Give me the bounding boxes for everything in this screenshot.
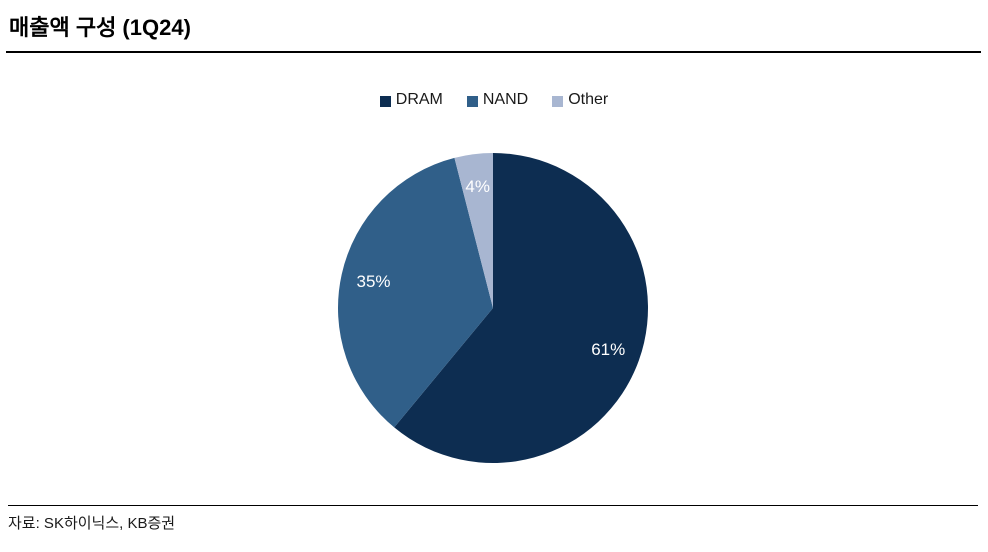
slice-label-other: 4% bbox=[465, 177, 490, 196]
pie-slice-other bbox=[454, 153, 493, 308]
legend-item-nand: NAND bbox=[466, 91, 529, 109]
legend-label-other: Other bbox=[568, 91, 609, 108]
title-divider bbox=[6, 51, 981, 53]
legend-swatch-nand-icon bbox=[466, 95, 478, 107]
legend-swatch-other-icon bbox=[552, 95, 564, 107]
pie-slice-nand bbox=[337, 157, 493, 428]
pie-chart: 61% 35% 4% bbox=[337, 153, 649, 463]
legend-item-dram: DRAM bbox=[379, 91, 443, 109]
footer-divider bbox=[8, 505, 978, 506]
pie-chart-area: 61% 35% 4% bbox=[323, 138, 663, 478]
slice-label-nand: 35% bbox=[356, 272, 390, 291]
legend-item-other: Other bbox=[552, 91, 608, 109]
legend-label-dram: DRAM bbox=[395, 91, 443, 108]
slice-label-dram: 61% bbox=[591, 340, 625, 359]
chart-title: 매출액 구성 (1Q24) bbox=[9, 15, 191, 40]
source-text: 자료: SK하이닉스, KB증권 bbox=[8, 515, 176, 532]
chart-legend: DRAM NAND Other bbox=[0, 91, 988, 109]
legend-swatch-dram-icon bbox=[379, 95, 391, 107]
legend-label-nand: NAND bbox=[482, 91, 529, 108]
pie-slice-dram bbox=[394, 153, 649, 463]
